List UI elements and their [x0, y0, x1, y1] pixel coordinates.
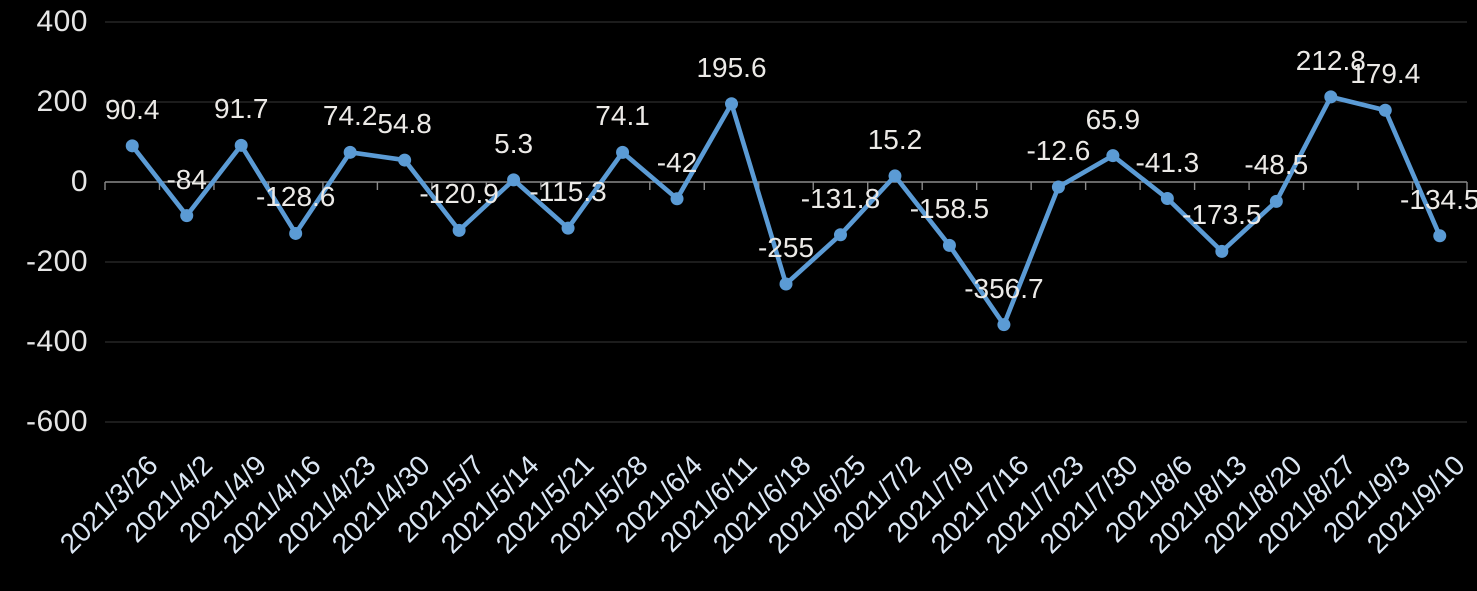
data-point-marker — [507, 173, 521, 187]
data-point-marker — [1324, 90, 1338, 104]
data-point-marker — [452, 223, 466, 237]
data-point-marker — [997, 318, 1011, 332]
data-point-marker — [561, 221, 575, 235]
data-point-marker — [1215, 244, 1229, 258]
data-point-marker — [670, 192, 684, 206]
data-point-marker — [1433, 229, 1447, 243]
data-point-marker — [616, 145, 630, 159]
line-series — [129, 94, 1443, 327]
data-point-marker — [1051, 180, 1065, 194]
data-point-marker — [833, 228, 847, 242]
data-point-marker — [725, 97, 739, 111]
data-point-marker — [125, 139, 139, 153]
data-point-marker — [180, 209, 194, 223]
data-point-marker — [888, 169, 902, 183]
data-point-marker — [1269, 194, 1283, 208]
data-point-marker — [343, 145, 357, 159]
data-point-marker — [1378, 103, 1392, 117]
data-point-marker — [1160, 192, 1174, 206]
data-point-marker — [1106, 149, 1120, 163]
data-point-marker — [398, 153, 412, 167]
data-point-marker — [234, 138, 248, 152]
data-point-marker — [942, 238, 956, 252]
data-point-marker — [779, 277, 793, 291]
data-point-marker — [289, 226, 303, 240]
